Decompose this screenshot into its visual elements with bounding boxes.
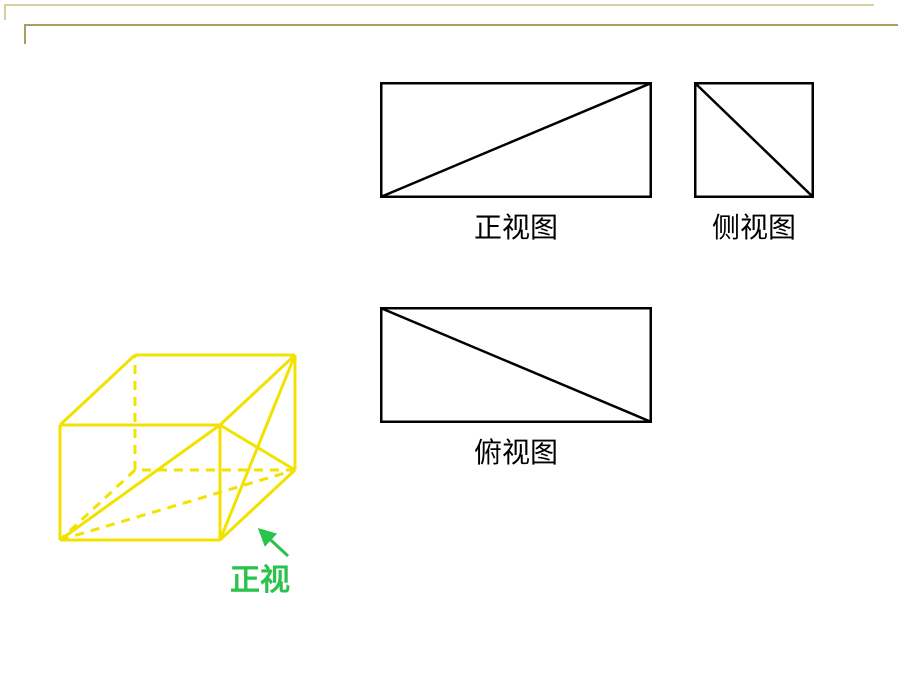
front-view-svg [380,82,652,198]
side-view-svg [694,82,814,198]
slide-corner-inner [4,4,874,20]
top-view-label: 俯视图 [380,431,652,471]
front-view-label: 正视图 [380,206,652,246]
view-direction-label: 正视 [230,555,290,599]
front-view-box: 正视图 [380,82,652,246]
side-view-box: 侧视图 [694,82,814,246]
side-view-label: 侧视图 [694,206,814,246]
slide-corner-outer [24,24,898,44]
solid-3d-svg [40,320,400,580]
top-view-box: 俯视图 [380,307,652,471]
top-view-svg [380,307,652,423]
solid-3d [40,320,400,585]
